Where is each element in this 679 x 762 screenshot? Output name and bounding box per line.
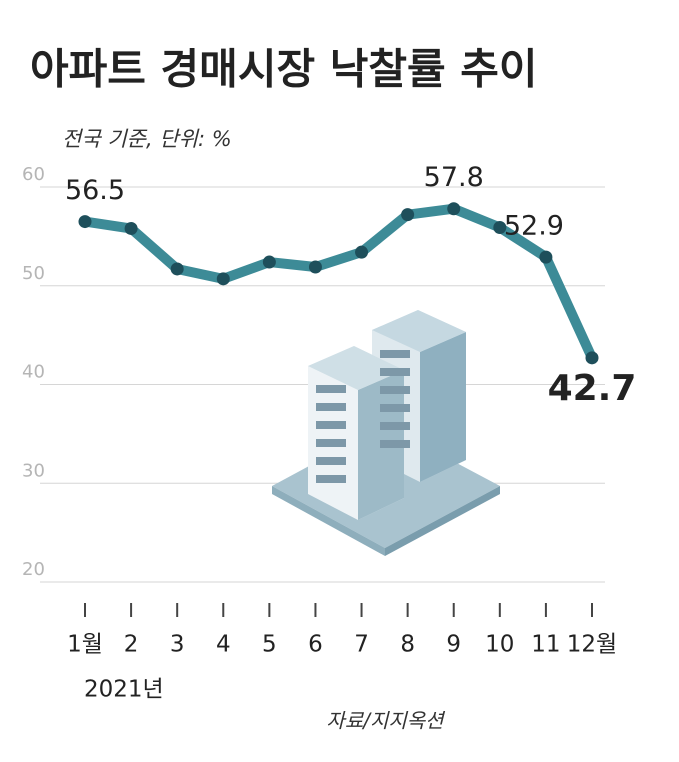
y-tick-label: 40 bbox=[22, 362, 45, 383]
chart-subtitle: 전국 기준, 단위: % bbox=[62, 127, 232, 151]
chart-title: 아파트 경매시장 낙찰률 추이 bbox=[30, 45, 538, 94]
point bbox=[262, 255, 276, 269]
point bbox=[170, 262, 184, 276]
data-label: 52.9 bbox=[504, 211, 564, 242]
point bbox=[447, 202, 461, 216]
y-tick-label: 50 bbox=[22, 263, 45, 284]
point bbox=[539, 250, 553, 264]
y-tick-label: 60 bbox=[22, 164, 45, 185]
x-tick-label: 1월 bbox=[67, 632, 103, 658]
point bbox=[585, 351, 599, 365]
x-tick-label: 9 bbox=[446, 632, 461, 658]
point bbox=[124, 221, 138, 235]
windows bbox=[316, 350, 410, 483]
x-tick-label: 6 bbox=[308, 632, 323, 658]
x-tick-label: 2 bbox=[124, 632, 139, 658]
building-back-side bbox=[420, 332, 466, 482]
x-tick-label: 3 bbox=[170, 632, 185, 658]
base-side bbox=[385, 486, 500, 556]
point bbox=[308, 260, 322, 274]
point bbox=[493, 220, 507, 234]
x-tick-label: 8 bbox=[400, 632, 415, 658]
data-label: 56.5 bbox=[65, 175, 125, 206]
x-tick-label: 5 bbox=[262, 632, 277, 658]
point bbox=[401, 208, 415, 222]
y-tick-label: 20 bbox=[22, 559, 45, 580]
building-back-roof bbox=[372, 310, 466, 352]
x-tick-label: 11 bbox=[531, 632, 560, 658]
line bbox=[80, 203, 597, 363]
building-front-roof bbox=[308, 346, 404, 390]
x-tick-label: 7 bbox=[354, 632, 369, 658]
year-label: 2021년 bbox=[84, 677, 164, 703]
data-label: 57.8 bbox=[424, 162, 484, 193]
source: 자료/지지옥션 bbox=[326, 709, 446, 733]
x-tick-label: 4 bbox=[216, 632, 231, 658]
point bbox=[78, 215, 92, 229]
x-tick-label: 12월 bbox=[567, 632, 617, 658]
point bbox=[355, 245, 369, 259]
building-illustration bbox=[272, 310, 500, 556]
point bbox=[216, 272, 230, 286]
data-label: 42.7 bbox=[548, 368, 637, 409]
base-side bbox=[272, 486, 385, 556]
x-tick-label: 10 bbox=[485, 632, 514, 658]
y-tick-label: 30 bbox=[22, 460, 45, 481]
